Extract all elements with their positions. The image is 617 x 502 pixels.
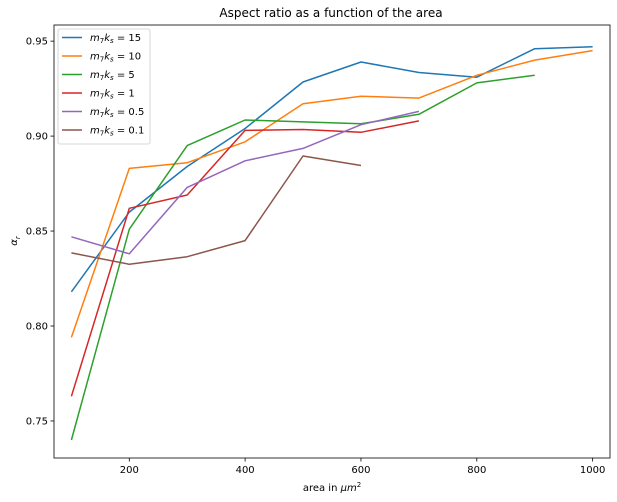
y-tick-label: 0.80: [26, 322, 48, 333]
legend-entry-5: m7ks = 0.1: [90, 126, 144, 138]
series-line-1: [70, 49, 593, 338]
y-tick-label: 0.75: [26, 416, 48, 427]
legend-entry-2: m7ks = 5: [90, 70, 135, 82]
legend-entry-3: m7ks = 1: [90, 89, 135, 101]
x-axis-label: area in μm2: [303, 481, 361, 494]
chart-title: Aspect ratio as a function of the area: [219, 6, 442, 20]
legend: m7ks = 15 m7ks = 10 m7ks = 5 m7ks = 1 m7ks =…: [57, 28, 151, 145]
series-line-5: [71, 155, 362, 266]
x-axis-ticks: 200 400 600 800 1000: [120, 458, 605, 476]
y-tick-label: 0.90: [26, 132, 48, 143]
y-tick-label: 0.95: [26, 37, 48, 48]
series-lines: [70, 46, 593, 441]
legend-entry-1: m7ks = 10: [90, 52, 141, 64]
series-line-2: [70, 74, 535, 441]
legend-entry-0: m7ks = 15: [90, 33, 141, 45]
plot-area: [53, 24, 611, 459]
x-tick-label: 400: [236, 465, 255, 476]
x-tick-label: 600: [351, 465, 370, 476]
y-axis-ticks: 0.75 0.80 0.85 0.90 0.95: [26, 37, 54, 427]
y-axis-label: αr: [9, 235, 22, 246]
x-tick-label: 1000: [580, 465, 605, 476]
series-line-4: [71, 110, 420, 255]
y-tick-label: 0.85: [26, 227, 48, 238]
series-line-3: [70, 120, 420, 397]
x-tick-label: 200: [120, 465, 139, 476]
legend-box: [57, 28, 151, 145]
series-line-0: [70, 46, 593, 293]
x-tick-label: 800: [467, 465, 486, 476]
legend-entry-4: m7ks = 0.5: [90, 107, 144, 119]
